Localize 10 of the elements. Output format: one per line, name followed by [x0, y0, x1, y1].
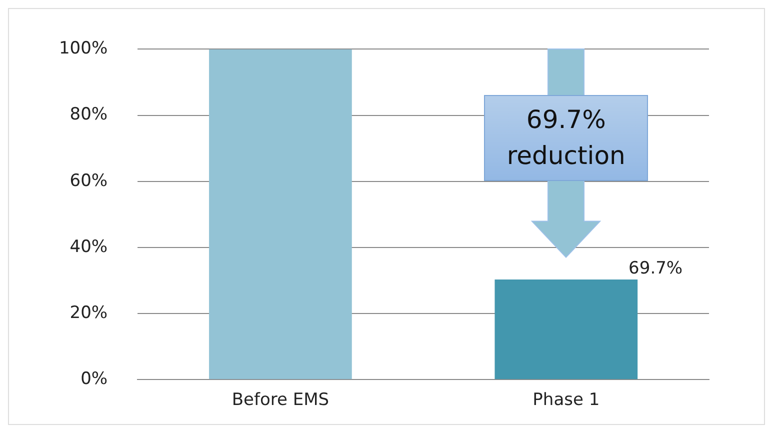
- y-tick-label: 100%: [58, 38, 108, 59]
- y-tick-label: 60%: [70, 170, 108, 191]
- annotation: 69.7%: [628, 258, 683, 278]
- y-tick-label: 40%: [70, 236, 108, 257]
- y-tick-label: 80%: [70, 104, 108, 125]
- x-tick-label: Before EMS: [232, 390, 330, 410]
- annotation: 69.7% reduction: [484, 95, 648, 182]
- y-tick-label: 0%: [80, 369, 108, 390]
- y-tick-label: 20%: [70, 302, 108, 323]
- x-tick-label: Phase 1: [532, 390, 600, 410]
